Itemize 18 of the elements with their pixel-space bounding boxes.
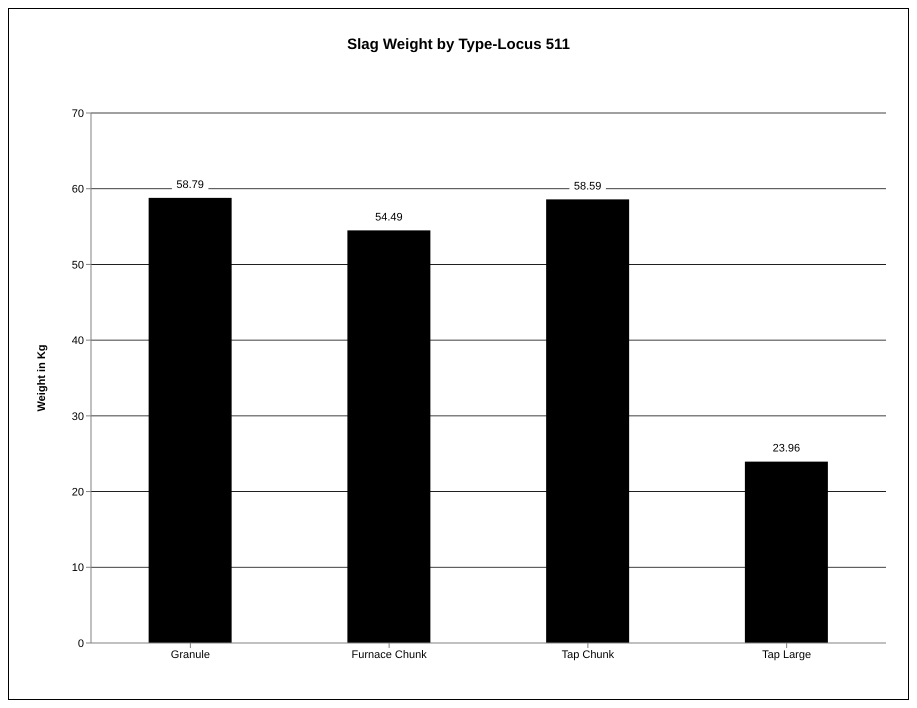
y-tick-label: 20 bbox=[72, 486, 84, 498]
y-tick-label: 60 bbox=[72, 184, 84, 196]
x-tick-label: Furnace Chunk bbox=[352, 648, 428, 661]
data-label: 54.49 bbox=[375, 211, 403, 224]
y-axis-title: Weight in Kg bbox=[36, 344, 48, 412]
chart-title: Slag Weight by Type-Locus 511 bbox=[346, 36, 571, 53]
data-label: 23.96 bbox=[772, 442, 800, 455]
y-tick-label: 30 bbox=[72, 410, 84, 423]
y-tick-label: 40 bbox=[72, 335, 84, 348]
data-label: 58.79 bbox=[176, 178, 204, 191]
y-tick-label: 10 bbox=[72, 562, 84, 574]
x-tick-label: Tap Chunk bbox=[562, 648, 615, 661]
y-tick-label: 70 bbox=[72, 108, 84, 120]
data-label: 58.59 bbox=[574, 180, 602, 192]
x-tick-label: Granule bbox=[170, 648, 210, 661]
x-tick-label: Tap Large bbox=[762, 648, 812, 661]
y-tick-label: 50 bbox=[72, 259, 84, 272]
y-tick-label: 0 bbox=[78, 638, 84, 650]
